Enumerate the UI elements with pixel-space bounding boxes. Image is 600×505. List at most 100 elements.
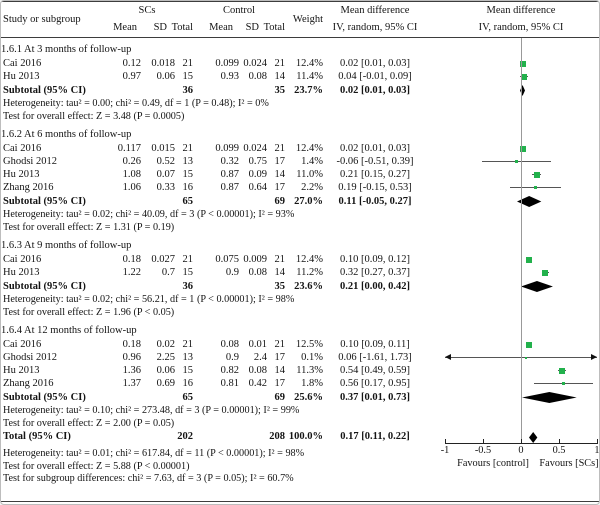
control-mean-value: 0.9 bbox=[225, 352, 239, 363]
sc-mean-value: 0.18 bbox=[122, 254, 141, 265]
forest-plot-cell bbox=[441, 194, 599, 209]
study-row: Zhang 2016 1.37 0.69 16 0.81 0.42 17 1.8% 0.56 [… bbox=[1, 377, 599, 390]
study-name: Cai 2016 bbox=[3, 254, 42, 265]
sc-sd-value bbox=[141, 194, 175, 209]
control-sd-value: 0.024 bbox=[243, 143, 267, 154]
effect-marker bbox=[542, 269, 549, 276]
x-axis-tick bbox=[483, 439, 484, 443]
control-mean-value: 0.87 bbox=[220, 169, 239, 180]
weight-value: 23.7% bbox=[294, 85, 323, 96]
sc-mean-value bbox=[101, 390, 141, 405]
ci-text-value: -0.06 [-0.51, 0.39] bbox=[336, 156, 414, 167]
control-mean-value bbox=[193, 390, 239, 405]
control-mean-value bbox=[193, 279, 239, 294]
sc-total-value: 21 bbox=[182, 58, 194, 69]
subtotal-row: Subtotal (95% CI) 65 69 25.6% 0.37 [0.01, 0.… bbox=[1, 390, 599, 405]
control-sd-value: 0.09 bbox=[248, 169, 267, 180]
x-axis-tick-label: 0.5 bbox=[552, 445, 566, 456]
study-row: Cai 2016 0.12 0.018 21 0.099 0.024 21 12.4% 0.02… bbox=[1, 57, 599, 70]
ci-text-value: 0.02 [0.01, 0.03] bbox=[340, 143, 410, 154]
column-spacer bbox=[427, 181, 441, 194]
control-total-value: 14 bbox=[274, 267, 286, 278]
control-sd-value: 0.75 bbox=[248, 156, 267, 167]
control-sd-value: 0.64 bbox=[248, 182, 267, 193]
control-sd-value: 0.01 bbox=[248, 339, 267, 350]
study-name: Zhang 2016 bbox=[3, 378, 54, 389]
row-label: Subtotal (95% CI) bbox=[3, 196, 86, 207]
control-total-value: 14 bbox=[274, 71, 286, 82]
sc-total-value: 15 bbox=[182, 267, 194, 278]
control-sd-value: 0.08 bbox=[248, 267, 267, 278]
sc-total-header: Total bbox=[171, 22, 193, 33]
top-rule bbox=[1, 1, 599, 2]
forest-plot-cell bbox=[441, 57, 599, 70]
weight-value: 1.4% bbox=[301, 156, 323, 167]
forest-plot-cell bbox=[441, 430, 599, 444]
x-axis-line bbox=[445, 443, 598, 444]
effect-marker bbox=[519, 60, 526, 67]
effect-marker bbox=[524, 356, 527, 359]
control-total-header: Total bbox=[263, 22, 285, 33]
control-sd-value bbox=[239, 390, 267, 405]
forest-plot-cell bbox=[441, 142, 599, 155]
sc-total-value: 15 bbox=[182, 365, 194, 376]
sc-sd-value: 0.69 bbox=[156, 378, 175, 389]
summary-diamond bbox=[517, 196, 542, 207]
note-row: Heterogeneity: tau² = 0.01; chi² = 617.8… bbox=[3, 448, 305, 459]
study-row: Hu 2013 1.08 0.07 15 0.87 0.09 14 11.0% 0.21 [0.… bbox=[1, 168, 599, 181]
ci-text-value: 0.21 [0.00, 0.42] bbox=[340, 281, 410, 292]
control-total-value: 35 bbox=[274, 281, 286, 292]
table-body: 1.6.1 At 3 months of follow-up Cai 2016 0.… bbox=[1, 38, 599, 486]
sc-mean-value: 0.26 bbox=[122, 156, 141, 167]
note-row: Test for overall effect: Z = 1.96 (P < 0… bbox=[3, 306, 175, 318]
header-stat-row: Mean SD Total Mean SD Total IV, random, … bbox=[1, 19, 599, 36]
control-mean-value: 0.82 bbox=[220, 365, 239, 376]
study-row: Hu 2013 1.36 0.06 15 0.82 0.08 14 11.3% 0.54 [0.… bbox=[1, 364, 599, 377]
forest-plot-cell bbox=[441, 266, 599, 279]
study-name: Ghodsi 2012 bbox=[3, 156, 57, 167]
sc-sd-value: 0.02 bbox=[156, 339, 175, 350]
x-axis-tick bbox=[559, 439, 560, 443]
plot-column-header-line2: IV, random, 95% CI bbox=[478, 22, 564, 33]
sc-mean-value: 1.06 bbox=[122, 182, 141, 193]
note-row: Test for overall effect: Z = 5.88 (P < 0… bbox=[3, 460, 190, 472]
row-label: Total (95% CI) bbox=[3, 431, 71, 442]
sc-total-value: 16 bbox=[182, 182, 194, 193]
row-label: Subtotal (95% CI) bbox=[3, 392, 86, 403]
study-row: Cai 2016 0.18 0.02 21 0.08 0.01 21 12.5% 0.10 [0… bbox=[1, 338, 599, 351]
weight-value: 11.2% bbox=[296, 267, 323, 278]
subtotal-row: Subtotal (95% CI) 36 35 23.6% 0.21 [0.00, 0.… bbox=[1, 279, 599, 294]
control-total-value: 17 bbox=[274, 156, 286, 167]
ci-text-value: 0.21 [0.15, 0.27] bbox=[340, 169, 410, 180]
column-spacer bbox=[427, 377, 441, 390]
effect-marker bbox=[525, 256, 532, 263]
sc-total-value: 15 bbox=[182, 71, 194, 82]
control-mean-value: 0.099 bbox=[215, 58, 239, 69]
note-row: Test for overall effect: Z = 2.00 (P = 0… bbox=[3, 417, 175, 429]
favours-scs-label: Favours [SCs] bbox=[539, 458, 599, 469]
forest-plot-cell bbox=[441, 338, 599, 351]
control-total-value: 21 bbox=[274, 58, 286, 69]
sc-sd-value: 0.52 bbox=[156, 156, 175, 167]
sc-mean-value bbox=[101, 430, 141, 444]
effect-marker bbox=[525, 341, 532, 348]
sc-total-value: 21 bbox=[182, 254, 194, 265]
control-total-value: 17 bbox=[274, 352, 286, 363]
control-sd-value: 0.08 bbox=[248, 365, 267, 376]
row-label: Subtotal (95% CI) bbox=[3, 85, 86, 96]
subgroup-title: 1.6.3 At 9 months of follow-up bbox=[1, 240, 132, 251]
effect-marker bbox=[559, 367, 565, 374]
study-name: Hu 2013 bbox=[3, 71, 40, 82]
weight-value: 11.4% bbox=[296, 71, 323, 82]
forest-plot-cell bbox=[441, 155, 599, 168]
forest-plot-cell bbox=[441, 168, 599, 181]
ci-arrow-right bbox=[591, 353, 597, 360]
column-spacer bbox=[427, 390, 441, 405]
x-axis-tick bbox=[521, 439, 522, 443]
column-spacer bbox=[427, 70, 441, 83]
study-name: Hu 2013 bbox=[3, 365, 40, 376]
sc-sd-value: 0.018 bbox=[151, 58, 175, 69]
x-axis-tick bbox=[597, 439, 598, 443]
weight-value: 25.6% bbox=[294, 392, 323, 403]
